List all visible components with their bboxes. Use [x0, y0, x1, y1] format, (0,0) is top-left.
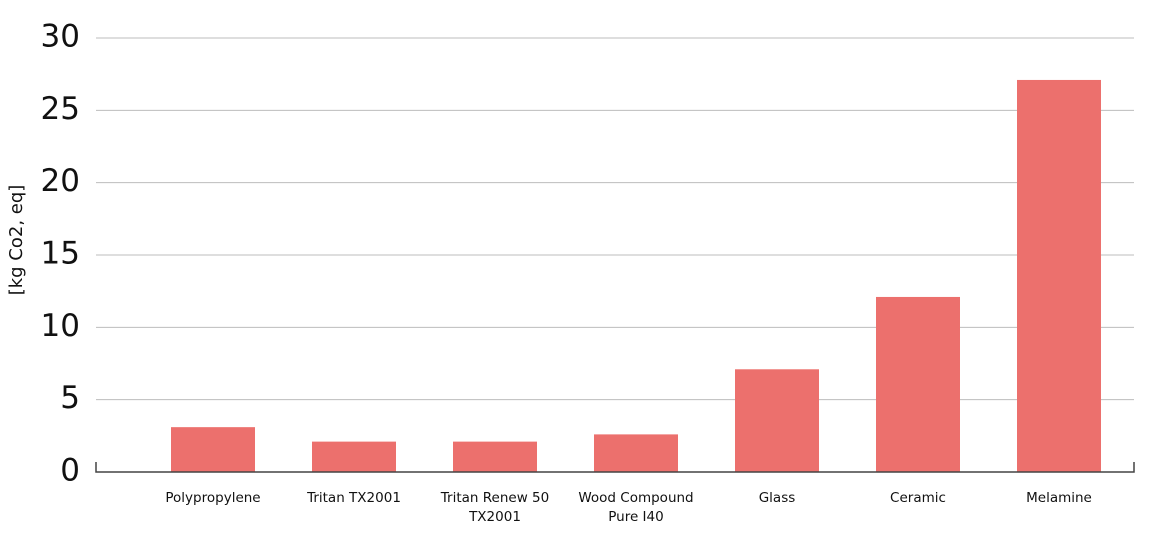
x-tick-label: Melamine [1026, 490, 1092, 506]
bar [171, 427, 255, 472]
x-tick-label: Polypropylene [165, 490, 261, 506]
bar [876, 296, 960, 472]
x-axis [95, 462, 1135, 473]
y-tick-label: 20 [41, 163, 80, 199]
x-tick-label: Glass [758, 490, 796, 506]
y-tick-label: 0 [60, 453, 80, 489]
y-tick-label: 15 [41, 236, 80, 272]
bar [594, 434, 678, 472]
bar [1017, 79, 1101, 472]
x-tick-label: Ceramic [890, 490, 946, 506]
x-tick-label: Wood Compound Pure I40 [578, 490, 694, 525]
x-tick-label: Tritan TX2001 [307, 490, 401, 506]
x-tick-label: Tritan Renew 50 TX2001 [440, 490, 550, 525]
bar [735, 369, 819, 472]
y-tick-label: 5 [60, 380, 80, 416]
y-tick-label: 10 [41, 308, 80, 344]
y-tick-label: 30 [41, 19, 80, 55]
bar [312, 441, 396, 472]
y-tick-label: 25 [41, 91, 80, 127]
y-axis-label: [kg Co2, eq] [6, 185, 27, 296]
bar [453, 441, 537, 472]
